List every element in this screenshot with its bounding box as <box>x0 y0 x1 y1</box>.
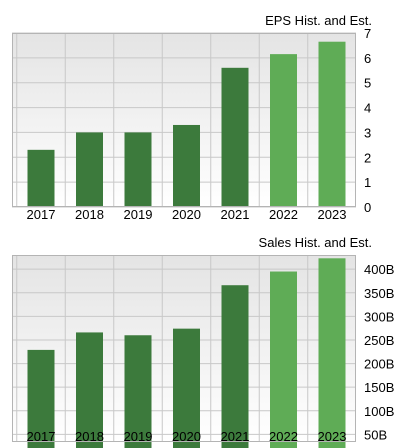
eps-x-tick-label: 2022 <box>269 207 298 222</box>
sales-bar-2018 <box>76 332 103 448</box>
sales-bar-2022 <box>270 271 297 448</box>
eps-x-tick-label: 2019 <box>124 207 153 222</box>
sales-x-tick-label: 2020 <box>172 429 201 444</box>
eps-x-tick-label: 2018 <box>75 207 104 222</box>
eps-y-tick-label: 6 <box>364 51 371 66</box>
eps-y-tick-label: 1 <box>364 175 371 190</box>
sales-y-tick-label: 200B <box>364 357 394 372</box>
eps-chart: EPS Hist. and Est. 0 1 2 3 4 5 6 7 2017 2018 2019 2… <box>12 13 372 222</box>
sales-bar-2020 <box>173 328 200 448</box>
sales-plot: 050B100B150B200B250B300B350B400B20172018… <box>12 255 394 448</box>
eps-x-tick-label: 2020 <box>172 207 201 222</box>
eps-y-tick-label: 5 <box>364 76 371 91</box>
sales-y-tick-label: 350B <box>364 286 394 301</box>
sales-y-tick-label: 150B <box>364 380 394 395</box>
sales-bar-2021 <box>221 285 249 448</box>
sales-x-tick-label: 2018 <box>75 429 104 444</box>
sales-x-tick-label: 2021 <box>221 429 250 444</box>
sales-plot-frame <box>12 255 356 442</box>
eps-bar-2021 <box>221 67 249 207</box>
eps-bar-2017 <box>27 149 55 207</box>
eps-bar-2022 <box>270 54 297 207</box>
sales-x-tick-label: 2023 <box>318 429 347 444</box>
sales-chart-title: Sales Hist. and Est. <box>259 235 372 250</box>
sales-bar-2017 <box>27 349 55 448</box>
eps-bar-2023 <box>318 41 346 208</box>
sales-y-tick-label: 50B <box>364 427 387 442</box>
eps-y-tick-label: 4 <box>364 101 371 116</box>
eps-y-tick-label: 0 <box>364 200 371 215</box>
eps-x-tick-label: 2017 <box>27 207 56 222</box>
sales-bar-2019 <box>124 335 152 448</box>
eps-y-tick-label: 7 <box>364 26 371 41</box>
eps-bar-2019 <box>124 132 152 207</box>
sales-x-tick-label: 2022 <box>269 429 298 444</box>
eps-chart-title: EPS Hist. and Est. <box>265 13 372 28</box>
eps-bar-2018 <box>76 132 103 207</box>
sales-y-tick-label: 300B <box>364 309 394 324</box>
eps-x-tick-label: 2023 <box>318 207 347 222</box>
eps-plot: 0 1 2 3 4 5 6 7 2017 2018 2019 2020 2021 2022 2023 <box>12 26 371 222</box>
sales-y-tick-label: 100B <box>364 404 394 419</box>
sales-chart: Sales Hist. and Est. 050B100B150B200B250… <box>12 235 394 448</box>
eps-plot-frame <box>12 33 356 207</box>
sales-y-tick-label: 400B <box>364 262 394 277</box>
sales-x-tick-label: 2019 <box>124 429 153 444</box>
sales-y-tick-label: 250B <box>364 333 394 348</box>
eps-y-tick-label: 2 <box>364 150 371 165</box>
eps-bar-2020 <box>173 124 200 207</box>
eps-x-tick-label: 2021 <box>221 207 250 222</box>
sales-x-tick-label: 2017 <box>27 429 56 444</box>
eps-y-tick-label: 3 <box>364 125 371 140</box>
sales-bar-2023 <box>318 258 346 448</box>
